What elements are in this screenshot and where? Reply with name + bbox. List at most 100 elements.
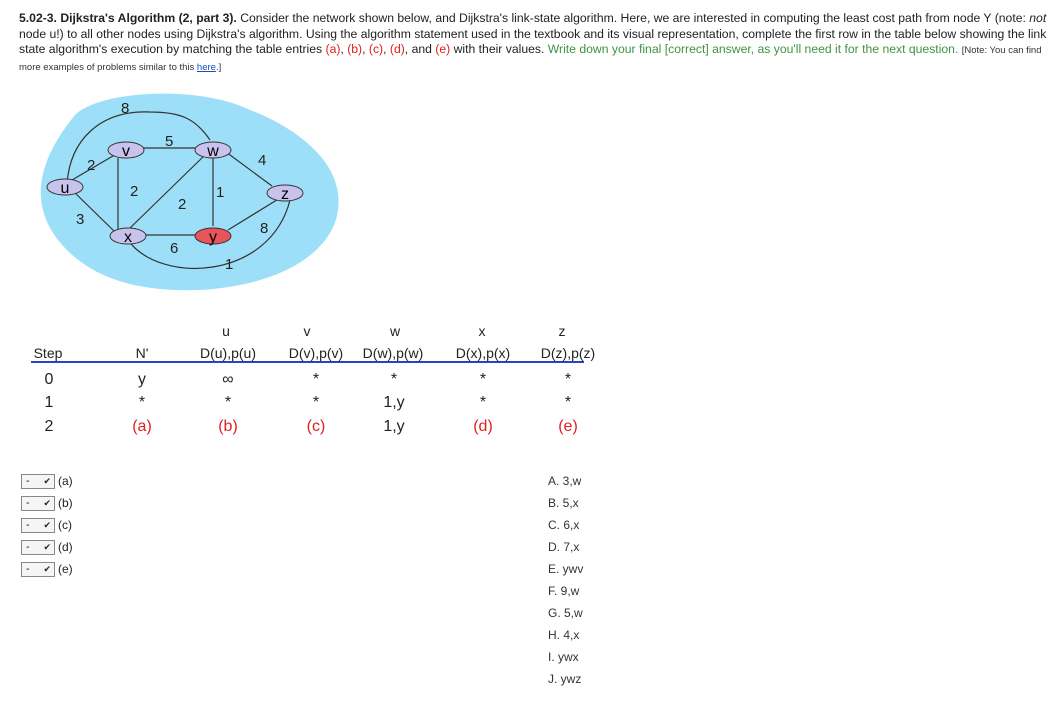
cost-v-x: 2 [130,183,138,200]
select-label-e: (e) [58,562,73,576]
cell-dw-2: 1,y [383,418,405,435]
chevron-down-icon: ✔ [43,520,51,530]
router-w: w [194,141,232,160]
question-title: 5.02-3. Dijkstra's Algorithm (2, part 3)… [19,11,237,25]
here-link[interactable]: here [196,61,216,73]
cell-dw-0: * [390,371,398,388]
col-header-nprime: N' [135,345,149,361]
cell-nprime-1: * [138,394,146,411]
cost-x-z: 1 [225,256,233,273]
network-links [66,111,291,269]
option-g: G. 5,w [548,606,583,620]
router-z: z [266,184,304,203]
cost-w-y: 1 [216,184,224,201]
label-e: (e) [435,42,451,57]
cell-dv-1: * [312,394,320,411]
select-label-b: (b) [58,496,73,510]
cost-x-y: 6 [170,240,178,257]
note: [Note: You can find more examples of pro… [19,45,1042,73]
cost-u-w: 8 [121,100,129,117]
option-e: E. ywv [548,562,584,576]
option-c: C. 6,x [548,518,580,532]
svg-text:u: u [61,180,70,197]
cell-dz-2: (e) [558,418,578,435]
select-label-a: (a) [58,474,73,488]
question-text: 5.02-3. Dijkstra's Algorithm (2, part 3)… [19,11,1047,73]
svg-text:y: y [209,229,217,246]
link-u-x [71,189,116,233]
cell-dv-2: (c) [306,418,326,435]
label-b: (b) [347,42,363,57]
col-header-dw: D(w),p(w) [362,345,424,361]
cost-v-w: 5 [165,133,173,150]
cell-dw-1: 1,y [383,394,405,411]
chevron-down-icon: ✔ [43,498,51,508]
col-header-dv: D(v),p(v) [288,345,344,361]
node-header-x: x [478,323,486,339]
chevron-down-icon: ✔ [43,564,51,574]
chevron-down-icon: ✔ [43,476,51,486]
option-i: I. ywx [548,650,579,664]
cell-du-2: (b) [218,418,238,435]
select-d[interactable]: - ✔ [21,540,55,555]
select-b[interactable]: - ✔ [21,496,55,511]
chevron-down-icon: ✔ [43,542,51,552]
link-u-w [66,111,211,185]
col-header-dx: D(x),p(x) [455,345,511,361]
option-h: H. 4,x [548,628,580,642]
col-header-step: Step [33,345,63,361]
col-header-dz: D(z),p(z) [540,345,596,361]
select-e[interactable]: - ✔ [21,562,55,577]
link-costs: 8 5 2 4 2 2 1 3 6 8 1 [76,100,268,273]
svg-text:v: v [122,143,130,160]
router-x: x [109,227,147,246]
cost-y-z: 8 [260,220,268,237]
cell-dv-0: * [312,371,320,388]
cell-du-1: * [224,394,232,411]
cell-step-1: 1 [44,394,54,411]
cell-dx-0: * [479,371,487,388]
svg-text:z: z [281,186,289,203]
cell-nprime-0: y [138,371,146,388]
link-w-z [225,151,273,187]
link-u-v [71,152,119,181]
link-y-z [227,197,281,231]
node-header-v: v [303,323,311,339]
option-b: B. 5,x [548,496,579,510]
label-a: (a) [325,42,341,57]
cell-dx-1: * [479,394,487,411]
router-v: v [107,141,145,160]
instruction-green: Write down your final [correct] answer, … [547,42,959,57]
option-a: A. 3,w [548,474,582,488]
network-diagram: u v w x y z 8 5 2 4 2 2 1 3 6 8 1 [40,93,339,291]
node-header-u: u [222,323,230,339]
svg-text:x: x [124,229,132,246]
link-x-z [127,199,291,269]
svg-text:w: w [206,143,219,160]
option-d: D. 7,x [548,540,580,554]
router-u: u [46,178,84,197]
cell-du-0: ∞ [222,371,234,388]
cost-u-x: 3 [76,211,84,228]
node-header-w: w [389,323,401,339]
option-j: J. ywz [548,672,582,686]
cell-dz-1: * [564,394,572,411]
select-a[interactable]: - ✔ [21,474,55,489]
select-c[interactable]: - ✔ [21,518,55,533]
cell-nprime-2: (a) [132,418,152,435]
option-f: F. 9,w [548,584,580,598]
select-label-d: (d) [58,540,73,554]
select-label-c: (c) [58,518,72,532]
cell-step-2: 2 [44,418,54,435]
node-header-z: z [558,323,566,339]
link-x-w [129,154,206,229]
col-header-du: D(u),p(u) [199,345,257,361]
cost-u-v: 2 [87,157,95,174]
header-rule [31,361,584,363]
label-c: (c) [368,42,384,57]
cell-dz-0: * [564,371,572,388]
cell-dx-2: (d) [473,418,493,435]
router-y: y [194,227,232,246]
cost-x-w: 2 [178,196,186,213]
label-d: (d) [389,42,405,57]
